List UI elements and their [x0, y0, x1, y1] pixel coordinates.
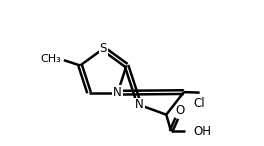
Text: Cl: Cl [194, 97, 205, 110]
Text: S: S [100, 42, 107, 55]
Text: N: N [135, 98, 144, 111]
Text: N: N [113, 86, 122, 99]
Text: OH: OH [193, 125, 211, 138]
Text: CH₃: CH₃ [40, 54, 61, 64]
Text: O: O [175, 104, 184, 117]
